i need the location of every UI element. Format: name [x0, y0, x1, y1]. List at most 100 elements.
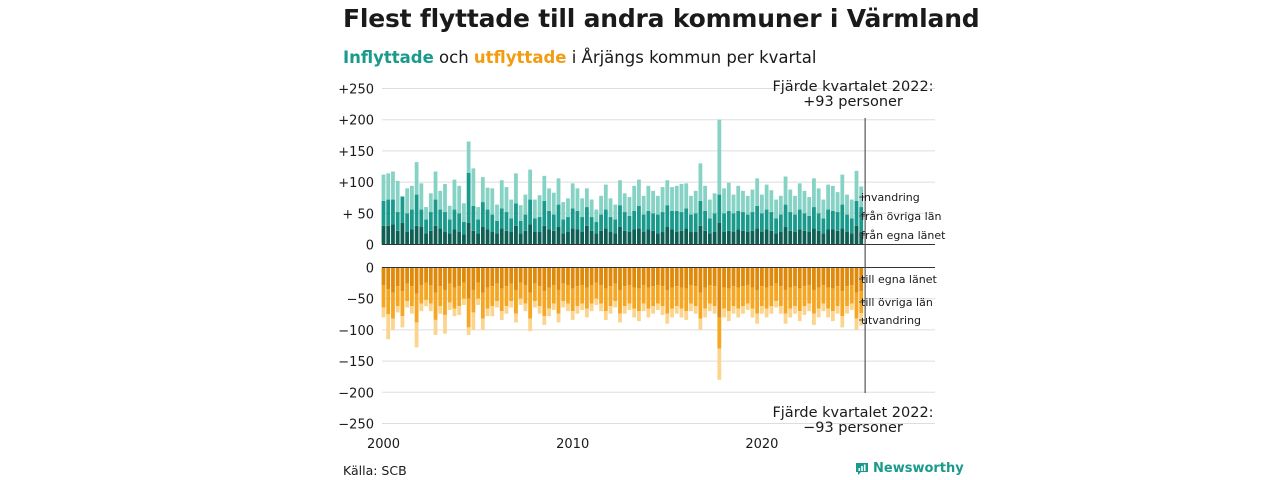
inflow-bar — [845, 214, 849, 233]
inflow-bar — [750, 230, 755, 245]
outflow-bar — [717, 267, 722, 318]
inflow-bar — [424, 219, 428, 234]
outflow-bar — [693, 306, 698, 314]
inflow-bar — [471, 168, 476, 206]
outflow-bar — [528, 292, 533, 319]
inflow-bar — [452, 209, 457, 230]
outflow-bar — [547, 308, 551, 317]
inflow-bar — [788, 230, 793, 245]
inflow-bar — [584, 207, 589, 226]
inflow-bar — [632, 210, 637, 230]
inflow-bar — [447, 205, 452, 220]
outflow-bar — [627, 284, 632, 304]
outflow-bar — [689, 267, 693, 285]
outflow-bar — [632, 267, 637, 288]
outflow-bar — [471, 289, 476, 313]
inflow-bar — [835, 212, 840, 231]
outflow-bar — [854, 292, 859, 319]
outflow-bar — [485, 267, 490, 288]
inflow-bar — [438, 190, 443, 210]
x-tick-label: 2020 — [745, 437, 778, 452]
outflow-bar — [684, 288, 689, 312]
outflow-bar — [551, 303, 556, 310]
outflow-bar — [674, 267, 679, 287]
outflow-bar — [428, 267, 433, 285]
inflow-bar — [722, 232, 726, 245]
inflow-bar — [655, 233, 660, 245]
outflow-bar — [603, 288, 608, 312]
outflow-bar — [802, 306, 807, 315]
legend-label-outflow: till egna länet — [861, 273, 937, 286]
inflow-bar — [778, 232, 783, 245]
outflow-bar — [466, 327, 471, 335]
subtitle-rest: i Årjängs kommun per kvartal — [566, 48, 817, 67]
outflow-bar — [788, 267, 793, 288]
outflow-bar — [774, 301, 778, 308]
inflow-bar — [802, 213, 807, 231]
inflow-bar — [480, 202, 485, 228]
inflow-bar — [443, 212, 447, 233]
outflow-bar — [835, 306, 840, 314]
inflow-bar — [575, 229, 580, 245]
outflow-bar — [826, 287, 831, 309]
outflow-bar — [807, 303, 812, 312]
outflow-bar — [480, 318, 485, 330]
outflow-bar — [542, 316, 547, 325]
inflow-bar — [849, 199, 854, 219]
outflow-bar — [618, 289, 622, 314]
outflow-bar — [495, 283, 499, 302]
inflow-bar — [826, 209, 831, 230]
inflow-bar — [537, 217, 542, 233]
outflow-bar — [655, 284, 660, 304]
outflow-bar — [462, 282, 466, 299]
outflow-bar — [447, 283, 452, 303]
outflow-bar — [400, 316, 405, 328]
outflow-bar — [608, 306, 613, 314]
outflow-bar — [722, 287, 726, 309]
inflow-bar — [391, 199, 395, 225]
inflow-bar — [679, 212, 684, 231]
inflow-bar — [693, 232, 698, 245]
inflow-bar — [769, 230, 774, 245]
outflow-bar — [812, 289, 816, 314]
inflow-bar — [741, 212, 745, 231]
outflow-bar — [637, 267, 641, 289]
outflow-bar — [684, 267, 689, 289]
inflow-bar — [783, 227, 788, 245]
inflow-bar — [717, 222, 722, 245]
inflow-bar — [816, 213, 821, 231]
outflow-bar — [599, 303, 603, 312]
outflow-bar — [722, 267, 726, 288]
outflow-bar — [514, 267, 518, 290]
outflow-bar — [622, 306, 627, 314]
outflow-bar — [750, 267, 755, 288]
outflow-bar — [523, 303, 528, 312]
inflow-bar — [490, 232, 495, 245]
outflow-bar — [845, 306, 849, 314]
outflow-bar — [760, 286, 764, 307]
outflow-bar — [816, 308, 821, 318]
outflow-bar — [627, 303, 632, 310]
outflow-bar — [556, 267, 561, 290]
outflow-bar — [802, 267, 807, 287]
outflow-bar — [778, 286, 783, 307]
inflow-bar — [627, 215, 632, 233]
outflow-bar — [778, 267, 783, 287]
outflow-bar — [826, 308, 831, 318]
outflow-bar — [769, 267, 774, 287]
outflow-bar — [381, 267, 386, 285]
inflow-bar — [845, 232, 849, 245]
outflow-bar — [570, 311, 575, 320]
inflow-bar — [447, 219, 452, 234]
outflow-bar — [693, 286, 698, 307]
outflow-bar — [783, 289, 788, 314]
outflow-bar — [495, 267, 499, 284]
outflow-bar — [570, 288, 575, 312]
outflow-bar — [532, 301, 537, 308]
inflow-bar — [490, 214, 495, 233]
inflow-bar — [726, 182, 731, 211]
outflow-bar — [509, 283, 514, 302]
inflow-bar — [381, 200, 386, 226]
outflow-bar — [452, 308, 457, 317]
inflow-bar — [419, 183, 424, 210]
